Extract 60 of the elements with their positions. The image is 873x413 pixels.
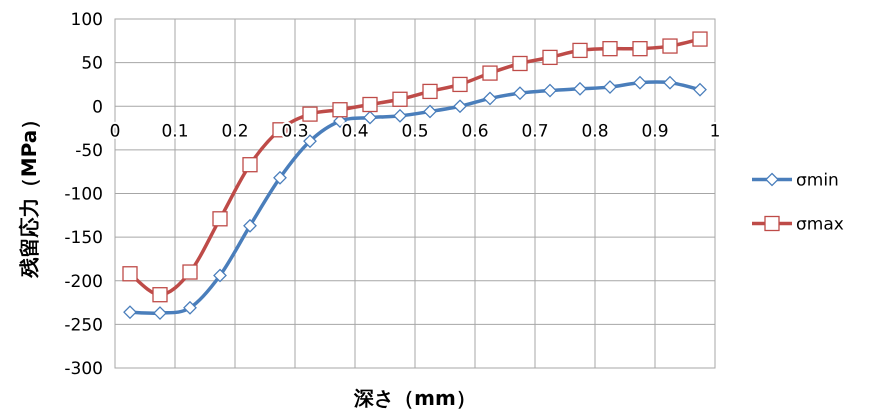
point: [663, 76, 677, 90]
point: [273, 171, 287, 184]
point: [423, 104, 437, 118]
point: [152, 287, 168, 302]
point: [632, 41, 648, 56]
point: [182, 264, 198, 280]
point: [243, 219, 257, 232]
point: [603, 80, 617, 94]
point: [512, 56, 528, 72]
point: [483, 92, 497, 106]
point: [693, 83, 707, 96]
point: [633, 76, 647, 90]
y-tick-label: 100: [70, 10, 103, 30]
x-axis-title: 深さ（mm）: [353, 386, 476, 410]
x-tick-label: 0.9: [641, 121, 669, 142]
point: [543, 84, 557, 98]
point: [542, 50, 558, 66]
point: [393, 109, 407, 122]
point: [602, 41, 618, 56]
point: [482, 65, 498, 81]
legend-label: σmin: [796, 170, 839, 190]
point: [332, 102, 348, 118]
x-tick-label: 0.5: [401, 121, 429, 142]
point: [573, 82, 587, 96]
y-tick-label: 0: [92, 97, 103, 118]
x-tick-label: 0.8: [581, 121, 609, 142]
point: [453, 100, 467, 113]
point: [362, 96, 378, 112]
point: [513, 86, 527, 100]
x-tick-label: 0.7: [521, 121, 549, 142]
y-tick-label: -150: [64, 228, 103, 248]
point: [122, 266, 138, 282]
point: [422, 84, 438, 100]
x-tick-label: 0.6: [461, 121, 489, 142]
point: [302, 106, 318, 122]
y-axis-title: 残留応力（MPa）: [17, 110, 41, 278]
y-tick-label: -50: [75, 140, 103, 161]
point: [392, 92, 408, 107]
point: [692, 31, 708, 47]
x-tick-label: 1: [710, 121, 720, 142]
y-tick-label: -100: [64, 184, 103, 204]
y-tick-label: -200: [64, 272, 103, 292]
point: [572, 42, 588, 58]
x-tick-label: 0.1: [161, 121, 189, 142]
x-tick-label: 0.4: [341, 121, 369, 142]
point: [242, 157, 258, 172]
y-tick-label: 50: [81, 54, 103, 74]
point: [123, 306, 137, 319]
point: [212, 211, 228, 226]
y-tick-label: -300: [64, 359, 103, 379]
legend-label: σmax: [796, 214, 844, 234]
point: [183, 301, 197, 314]
point: [363, 110, 377, 124]
y-tick-label: -250: [64, 315, 103, 336]
x-tick-label: 0: [110, 121, 120, 142]
point: [452, 76, 468, 92]
x-tick-label: 0.2: [221, 121, 249, 142]
point: [662, 38, 678, 54]
point: [213, 268, 227, 282]
point: [153, 306, 167, 320]
